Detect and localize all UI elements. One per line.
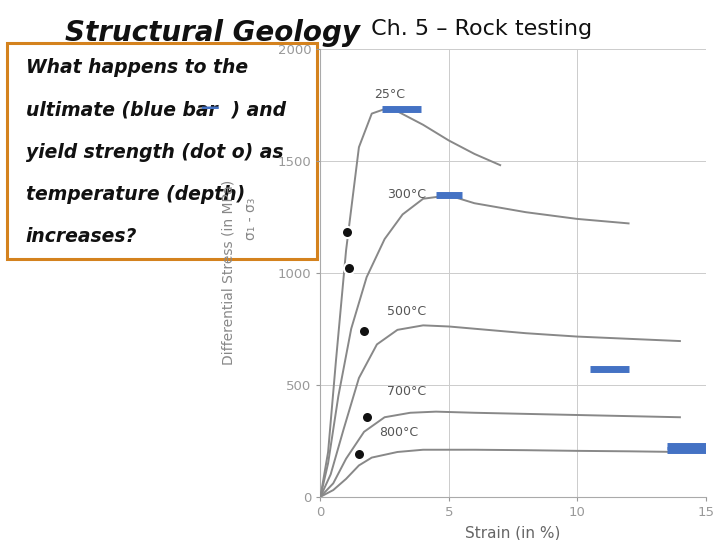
Text: increases?: increases? <box>26 227 137 246</box>
Text: σ₁ - σ₃: σ₁ - σ₃ <box>244 198 258 240</box>
Text: yield strength (dot o) as: yield strength (dot o) as <box>26 143 283 161</box>
FancyBboxPatch shape <box>7 43 317 259</box>
Text: 300°C: 300°C <box>387 188 426 201</box>
Text: 25°C: 25°C <box>374 88 405 102</box>
Text: temperature (depth): temperature (depth) <box>26 185 245 204</box>
Text: What happens to the: What happens to the <box>26 58 248 77</box>
Text: 700°C: 700°C <box>387 385 426 398</box>
Text: Ch. 5 – Rock testing: Ch. 5 – Rock testing <box>364 19 592 39</box>
X-axis label: Strain (in %): Strain (in %) <box>465 526 561 540</box>
Text: —: — <box>201 98 220 117</box>
Text: ) and: ) and <box>225 100 287 119</box>
Text: 800°C: 800°C <box>379 426 418 438</box>
Text: ultimate (blue bar: ultimate (blue bar <box>26 100 217 119</box>
Text: Structural Geology: Structural Geology <box>65 19 360 47</box>
Y-axis label: Differential Stress (in MPa): Differential Stress (in MPa) <box>222 180 235 366</box>
Text: 500°C: 500°C <box>387 305 426 318</box>
